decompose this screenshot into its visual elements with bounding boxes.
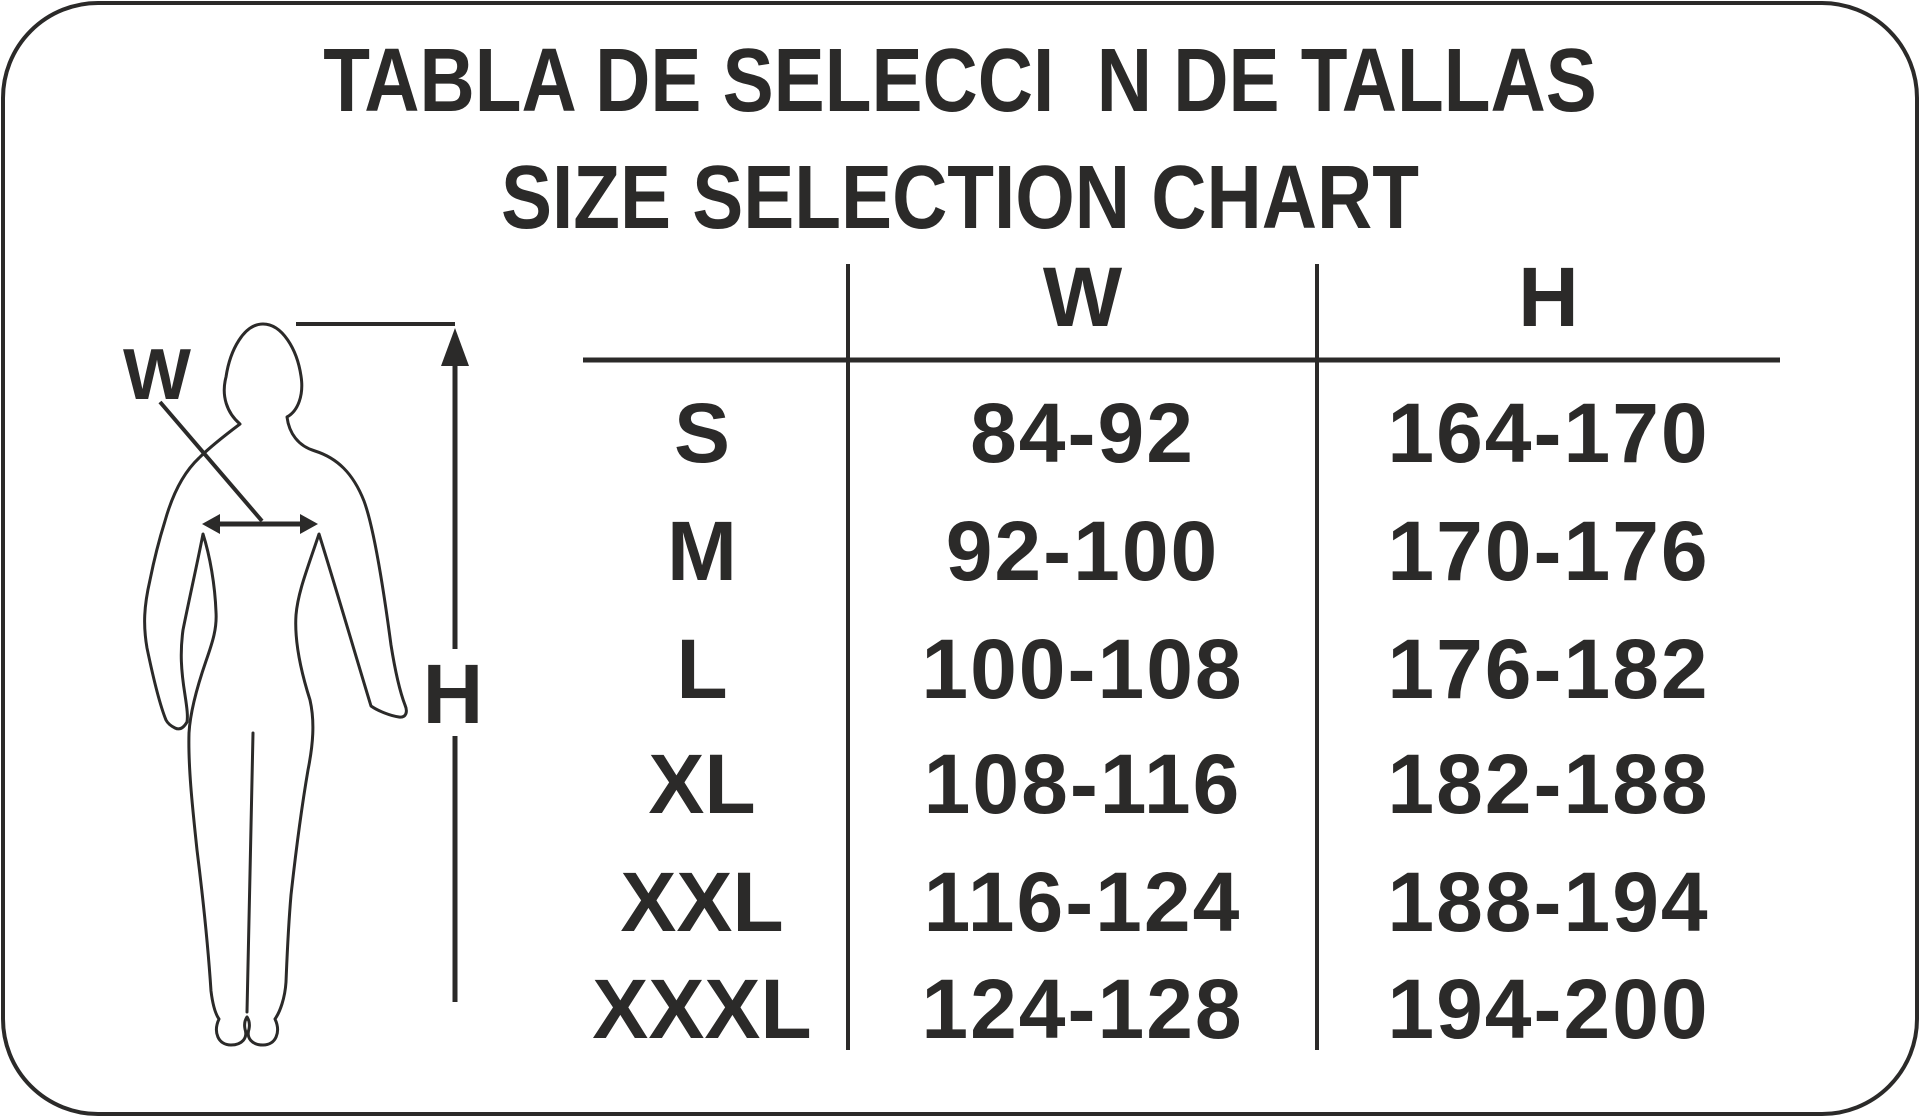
height-range-cell: 182-188 — [1387, 737, 1710, 831]
table-row: XL 108-116 182-188 — [0, 742, 1920, 826]
width-range-cell: 100-108 — [921, 622, 1244, 716]
table-row: XXL 116-124 188-194 — [0, 860, 1920, 944]
w-label-leader-line — [158, 400, 264, 523]
size-cell: L — [676, 622, 728, 716]
size-cell: XXXL — [592, 962, 812, 1056]
size-cell: S — [673, 386, 731, 480]
legs-seam-line — [245, 731, 255, 1014]
height-range-cell: 194-200 — [1387, 962, 1710, 1056]
table-row: S 84-92 164-170 — [0, 391, 1920, 475]
size-cell: M — [667, 504, 737, 598]
chest-width-arrow-right-head-icon — [300, 514, 318, 534]
body-outline-figure — [143, 322, 408, 1047]
height-range-cell: 188-194 — [1387, 855, 1710, 949]
figure-height-label: H — [422, 647, 484, 741]
title-english: SIZE SELECTION CHART — [500, 148, 1420, 248]
title-spanish: TABLA DE SELECCI N DE TALLAS — [323, 31, 1597, 131]
chest-width-arrow-left-head-icon — [202, 514, 220, 534]
table-row: L 100-108 176-182 — [0, 627, 1920, 711]
column-header-height: H — [1518, 250, 1579, 344]
column-header-width: W — [1042, 250, 1123, 344]
width-range-cell: 116-124 — [923, 855, 1242, 949]
figure-width-label: W — [123, 335, 191, 415]
height-arrow-head-icon — [441, 328, 469, 366]
height-range-cell: 170-176 — [1387, 504, 1710, 598]
width-range-cell: 92-100 — [945, 504, 1220, 598]
width-range-cell: 124-128 — [921, 962, 1244, 1056]
width-range-cell: 108-116 — [923, 737, 1242, 831]
size-cell: XXL — [620, 855, 784, 949]
table-row: XXXL 124-128 194-200 — [0, 967, 1920, 1051]
height-range-cell: 164-170 — [1387, 386, 1710, 480]
table-row: M 92-100 170-176 — [0, 509, 1920, 593]
width-range-cell: 84-92 — [970, 386, 1195, 480]
size-cell: XL — [648, 737, 756, 831]
height-range-cell: 176-182 — [1387, 622, 1710, 716]
